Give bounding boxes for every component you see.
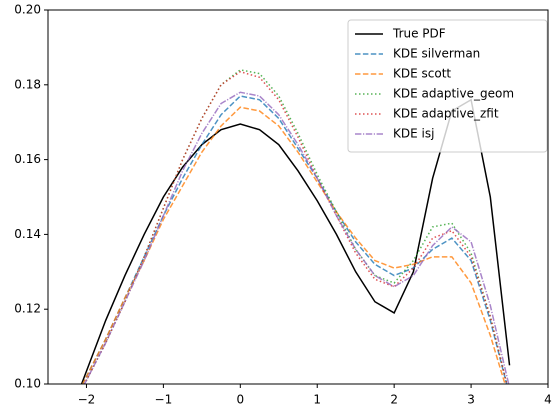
x-tick-label: 1 (313, 393, 321, 407)
y-tick-label: 0.18 (14, 77, 41, 91)
series-line (83, 91, 510, 384)
x-tick-label: 3 (467, 393, 475, 407)
x-tick-label: 0 (236, 393, 244, 407)
legend-label: KDE isj (393, 127, 434, 141)
series-line (81, 95, 508, 384)
legend-label: KDE silverman (393, 47, 480, 61)
x-tick-label: 2 (390, 393, 398, 407)
axes-frame (47, 9, 549, 385)
series-line (83, 69, 508, 384)
x-tick-label: −1 (155, 393, 173, 407)
y-tick-label: 0.14 (14, 227, 41, 241)
y-tick-label: 0.16 (14, 152, 41, 166)
legend-label: KDE adaptive_geom (393, 87, 514, 101)
x-tick-label: −2 (78, 393, 96, 407)
series-line (81, 106, 506, 384)
legend-label: KDE scott (393, 67, 451, 81)
y-tick-label: 0.20 (14, 3, 41, 17)
legend-box (347, 19, 548, 153)
series-line (80, 98, 511, 384)
plot-area (80, 69, 511, 384)
legend-label: KDE adaptive_zfit (393, 107, 499, 121)
series-line (83, 70, 508, 384)
y-tick-label: 0.12 (14, 302, 41, 316)
x-tick-label: 4 (544, 393, 552, 407)
y-tick-label: 0.10 (14, 377, 41, 391)
legend-label: True PDF (392, 27, 446, 41)
